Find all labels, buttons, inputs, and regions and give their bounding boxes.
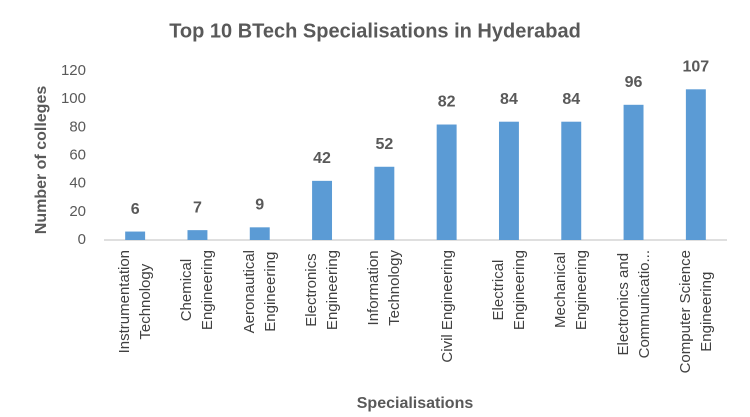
bar (498, 121, 519, 240)
bar (312, 180, 333, 240)
value-label: 82 (438, 94, 456, 111)
x-tick-label: Electronics and Communicatio... (614, 250, 653, 359)
value-label: 84 (562, 91, 580, 108)
bar (561, 121, 582, 240)
bar (436, 124, 457, 240)
value-label: 9 (255, 197, 264, 214)
value-label: 42 (313, 150, 331, 167)
chart-title: Top 10 BTech Specialisations in Hyderaba… (169, 20, 581, 42)
bar (249, 227, 270, 240)
y-tick-label: 40 (69, 175, 86, 192)
value-label: 52 (375, 136, 393, 153)
bar (374, 166, 395, 240)
value-label: 107 (682, 59, 709, 76)
x-tick-label: Chemical Engineering (178, 250, 217, 331)
x-tick-label: Computer Science Engineering (676, 250, 715, 374)
x-tick-label: Instrumentation Technology (116, 250, 155, 354)
y-tick-label: 60 (69, 146, 86, 163)
value-label: 6 (131, 201, 140, 218)
x-tick-label: Civil Engineering (438, 250, 456, 363)
y-tick-label: 80 (69, 118, 86, 135)
y-tick-label: 0 (78, 231, 86, 248)
value-label: 7 (193, 199, 202, 216)
bar (125, 231, 146, 240)
x-tick-label: Aeronautical Engineering (240, 250, 279, 334)
y-tick-label: 120 (61, 62, 86, 79)
x-axis-title: Specialisations (357, 395, 474, 412)
x-tick-label: Electrical Engineering (489, 250, 528, 331)
y-axis-title: Number of colleges (33, 86, 50, 235)
bar (623, 104, 644, 240)
value-label: 84 (500, 91, 518, 108)
y-tick-label: 20 (69, 203, 86, 220)
x-tick-label: Electronics Engineering (303, 250, 342, 331)
bar (187, 230, 208, 240)
y-tick-label: 100 (61, 90, 86, 107)
bar (685, 89, 706, 240)
x-tick-label: Mechanical Engineering (552, 250, 591, 331)
value-label: 96 (625, 74, 643, 91)
x-tick-label: Information Technology (365, 250, 404, 326)
